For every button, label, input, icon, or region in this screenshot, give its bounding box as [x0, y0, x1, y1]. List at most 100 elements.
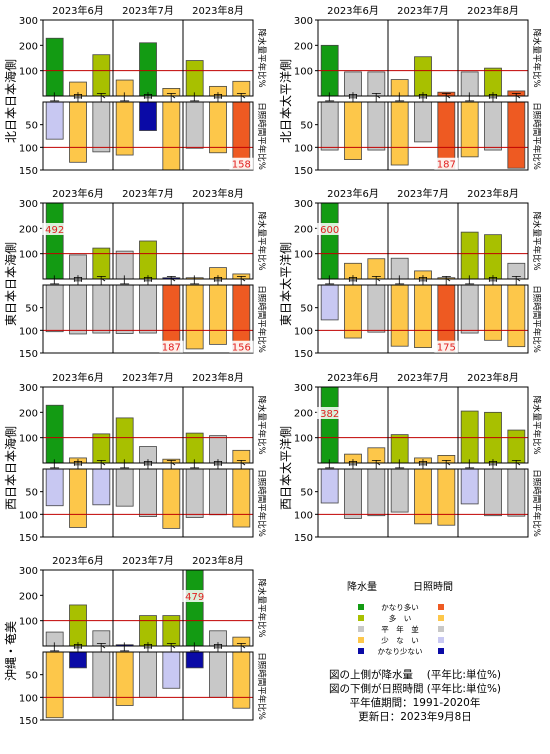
- sun-bar: [139, 651, 157, 698]
- sun-overflow-label: 156: [232, 343, 251, 354]
- precip-side-label: 降水量平年比%: [531, 28, 542, 87]
- chart-panel: 2023年6月 2023年7月 2023年8月 300 200 100 50 100 150 18…: [278, 4, 542, 177]
- sun-tick-label: 50: [300, 121, 313, 132]
- precip-bar: [320, 203, 339, 279]
- sun-bar: [437, 468, 456, 526]
- decade-label: 下: [166, 460, 176, 471]
- sun-bar: [367, 284, 386, 333]
- sun-overflow-label: 187: [162, 343, 181, 354]
- precip-bar: [414, 270, 432, 279]
- month-label: 2023年7月: [122, 554, 174, 567]
- precip-bar: [507, 262, 526, 279]
- sun-bar: [92, 284, 111, 334]
- month-label: 2023年6月: [52, 187, 104, 200]
- legend-row-label: かなり多い: [381, 602, 419, 612]
- region-label: 西日本太平洋側: [278, 426, 293, 510]
- decade-label: 下: [371, 460, 381, 471]
- precip-bar: [92, 247, 111, 279]
- precip-frame: [42, 19, 254, 97]
- precip-bar: [507, 429, 526, 463]
- precip-bar: [162, 88, 181, 96]
- decade-label: 中: [73, 91, 83, 104]
- month-label: 2023年8月: [467, 371, 519, 384]
- sun-bar: [69, 101, 87, 163]
- precip-tick-label: 300: [19, 383, 38, 394]
- precip-side-label: 降水量平年比%: [531, 395, 542, 454]
- sun-tick-label: 100: [294, 326, 313, 337]
- month-label: 2023年6月: [327, 371, 379, 384]
- month-label: 2023年8月: [192, 4, 244, 17]
- region-label: 北日本日本海側: [3, 59, 18, 143]
- decade-label: 上: [465, 459, 475, 471]
- overflow-label-bg: [41, 223, 68, 235]
- legend-sun-swatch: [438, 648, 444, 654]
- legend-precip-swatch: [358, 637, 364, 643]
- sun-side-label: 日照時間平年比%: [256, 469, 267, 537]
- month-label: 2023年7月: [397, 187, 449, 200]
- decade-label: 下: [166, 93, 176, 104]
- sun-tick-label: 50: [300, 488, 313, 499]
- sun-tick-label: 50: [25, 488, 38, 499]
- sun-bar: [209, 468, 227, 516]
- precip-bar: [92, 54, 111, 96]
- decade-label: 中: [488, 91, 498, 104]
- decade-label: 下: [441, 93, 451, 104]
- sun-overflow-label: 175: [437, 343, 456, 354]
- month-label: 2023年8月: [192, 187, 244, 200]
- decade-label: 上: [50, 642, 60, 654]
- sun-side-label: 日照時間平年比%: [256, 102, 267, 170]
- sun-tick-label: 50: [25, 121, 38, 132]
- decade-label: 上: [50, 92, 60, 104]
- precip-frame: [42, 386, 254, 464]
- legend-precip-header: 降水量: [347, 580, 377, 593]
- precip-frame: [317, 202, 529, 280]
- precip-bar: [232, 273, 251, 279]
- sun-bar: [484, 101, 502, 151]
- sun-tick-label: 100: [294, 510, 313, 521]
- sun-bar: [162, 651, 181, 689]
- decade-label: 中: [418, 274, 428, 287]
- legend-sun-swatch: [438, 604, 444, 610]
- decade-label: 中: [213, 91, 223, 104]
- sun-bar: [367, 101, 386, 151]
- decade-label: 上: [465, 275, 475, 287]
- chart-panel: 2023年6月 2023年7月 2023年8月 300 200 100 492 50 100 15…: [3, 187, 267, 360]
- precip-frame: [42, 569, 254, 647]
- chart-panel: 2023年6月 2023年7月 2023年8月 300 200 100 382 50 100 15…: [278, 371, 542, 544]
- precip-tick-label: 200: [294, 41, 313, 52]
- precip-bar: [162, 615, 181, 646]
- legend-sun-header: 日照時間: [413, 581, 453, 593]
- sun-bar: [414, 101, 432, 143]
- sun-bar: [139, 284, 157, 334]
- sun-frame: [42, 468, 254, 538]
- precip-bar: [344, 71, 362, 96]
- sun-bar: [115, 284, 134, 334]
- sun-bar: [45, 468, 64, 507]
- precip-side-label: 降水量平年比%: [256, 395, 267, 454]
- sun-bar: [390, 284, 409, 347]
- decade-label: 上: [395, 459, 405, 471]
- sun-bar: [45, 651, 64, 719]
- decade-label: 上: [465, 92, 475, 104]
- precip-bar: [414, 457, 432, 463]
- sun-bar: [460, 468, 479, 505]
- decade-label: 上: [190, 275, 200, 287]
- sun-bar: [69, 651, 87, 669]
- decade-label: 中: [73, 641, 83, 654]
- precip-tick-label: 200: [19, 408, 38, 419]
- region-label: 北日本太平洋側: [278, 59, 293, 143]
- sun-bar: [344, 101, 362, 160]
- sun-tick-label: 100: [19, 510, 38, 521]
- sun-bar: [139, 468, 157, 517]
- sun-tick-label: 150: [19, 349, 38, 360]
- chart-panel: 2023年6月 2023年7月 2023年8月 300 200 100 50 100 150 上 中…: [3, 371, 267, 544]
- overflow-label-bg: [159, 340, 184, 353]
- precip-bar: [367, 447, 386, 463]
- precip-bar: [92, 630, 111, 646]
- decade-label: 下: [236, 93, 246, 104]
- decade-label: 中: [213, 274, 223, 287]
- legend-row-label: 平 年 並: [381, 624, 419, 634]
- sun-bar: [69, 284, 87, 335]
- month-label: 2023年6月: [327, 187, 379, 200]
